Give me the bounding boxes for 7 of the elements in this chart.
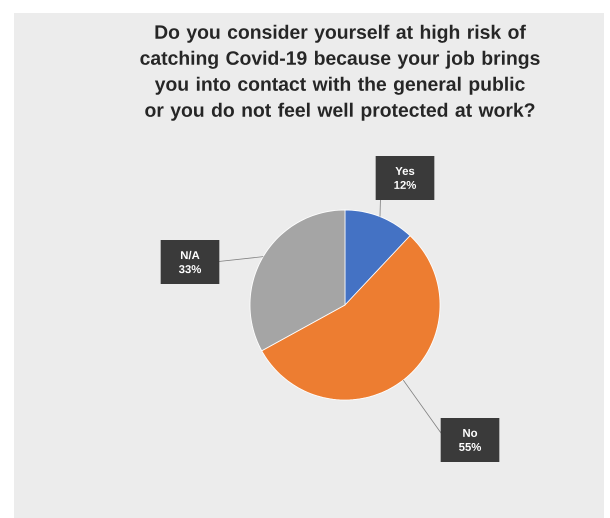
slice-label: No [463,429,478,437]
slice-label: Yes [395,167,414,175]
slice-label: N/A [181,250,200,260]
data-label: 55% [459,442,482,451]
data-label: 33% [178,265,202,274]
chart-title: Do you consider yourself at high risk of catching Covid-19 because your job brings you into contact with the general public or you do not feel well protected at work? [140,24,540,121]
data-label: 12% [394,180,416,189]
